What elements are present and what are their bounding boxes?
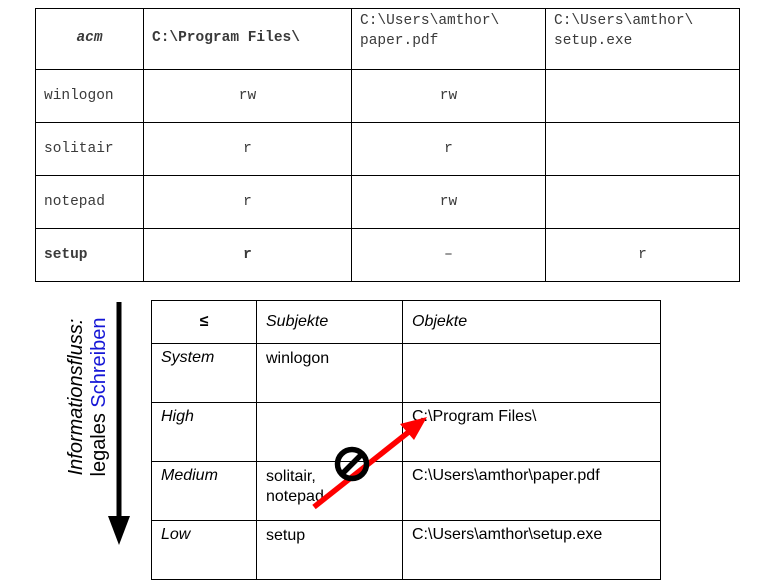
table-row: setup r – r — [35, 228, 740, 282]
lattice-header-objects: Objekte — [402, 300, 661, 344]
lattice-header-subjects: Subjekte — [256, 300, 403, 344]
lattice-subjects-low: setup — [256, 520, 403, 580]
acm-right-notepad-program-files: r — [143, 175, 352, 229]
acm-corner-label: acm — [35, 8, 144, 70]
acm-subject-notepad: notepad — [35, 175, 144, 229]
table-row: System winlogon — [151, 343, 661, 403]
lattice-objects-system — [402, 343, 661, 403]
lattice-subjects-medium: solitair, notepad — [256, 461, 403, 521]
table-row: High C:\Program Files\ — [151, 402, 661, 462]
flow-label-line1: Informationsfluss: — [65, 318, 87, 476]
lattice-level-medium: Medium — [151, 461, 257, 521]
acm-right-winlogon-setup-exe — [545, 69, 740, 123]
lattice-objects-high: C:\Program Files\ — [402, 402, 661, 462]
table-row: winlogon rw rw — [35, 69, 740, 123]
acm-header-row: acm C:\Program Files\ C:\Users\amthor\ p… — [35, 8, 740, 70]
acm-subject-solitair: solitair — [35, 122, 144, 176]
acm-right-solitair-program-files: r — [143, 122, 352, 176]
lattice-subjects-system: winlogon — [256, 343, 403, 403]
acm-right-solitair-setup-exe — [545, 122, 740, 176]
lattice-objects-medium: C:\Users\amthor\paper.pdf — [402, 461, 661, 521]
lattice-header-row: ≤ Subjekte Objekte — [151, 300, 661, 344]
lattice-order-symbol: ≤ — [151, 300, 257, 344]
information-flow-axis: Informationsfluss: legales Schreiben — [33, 300, 151, 548]
acm-right-setup-program-files: r — [143, 228, 352, 282]
acm-right-winlogon-program-files: rw — [143, 69, 352, 123]
acm-right-setup-paper-pdf: – — [351, 228, 546, 282]
lattice-level-low: Low — [151, 520, 257, 580]
table-row: solitair r r — [35, 122, 740, 176]
acm-column-header-program-files: C:\Program Files\ — [143, 8, 352, 70]
acm-right-setup-setup-exe: r — [545, 228, 740, 282]
acm-subject-setup: setup — [35, 228, 144, 282]
table-row: Medium solitair, notepad C:\Users\amthor… — [151, 461, 661, 521]
acm-right-winlogon-paper-pdf: rw — [351, 69, 546, 123]
security-lattice-table: ≤ Subjekte Objekte System winlogon High … — [151, 300, 661, 580]
acm-right-notepad-paper-pdf: rw — [351, 175, 546, 229]
lattice-level-system: System — [151, 343, 257, 403]
access-control-matrix: acm C:\Program Files\ C:\Users\amthor\ p… — [35, 8, 740, 282]
acm-right-notepad-setup-exe — [545, 175, 740, 229]
table-row: Low setup C:\Users\amthor\setup.exe — [151, 520, 661, 580]
acm-column-header-setup-exe: C:\Users\amthor\ setup.exe — [545, 8, 740, 70]
acm-subject-winlogon: winlogon — [35, 69, 144, 123]
lattice-subjects-high — [256, 402, 403, 462]
lattice-objects-low: C:\Users\amthor\setup.exe — [402, 520, 661, 580]
down-arrow-icon — [108, 302, 130, 545]
table-row: notepad r rw — [35, 175, 740, 229]
acm-right-solitair-paper-pdf: r — [351, 122, 546, 176]
acm-column-header-paper-pdf: C:\Users\amthor\ paper.pdf — [351, 8, 546, 70]
lattice-level-high: High — [151, 402, 257, 462]
